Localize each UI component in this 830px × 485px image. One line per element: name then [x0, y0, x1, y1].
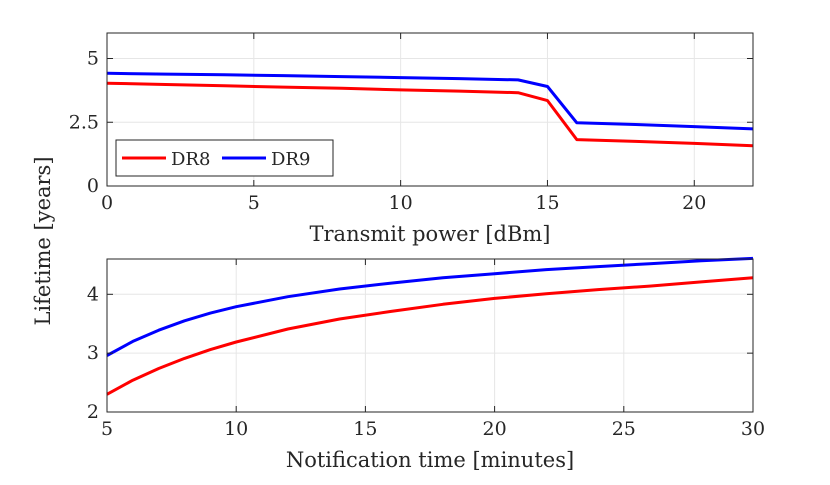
x-tick-label: 10 [389, 192, 413, 214]
shared-y-axis-label: Lifetime [years] [31, 156, 55, 325]
legend-label-dr8: DR8 [171, 149, 210, 170]
series-line-dr9-top [106, 71, 754, 131]
x-tick-label: 5 [248, 192, 260, 214]
plot-area-bottom [107, 259, 753, 412]
y-tick-label: 2 [87, 401, 99, 423]
axes-box-top [106, 32, 754, 187]
axes-box-bottom [106, 258, 754, 413]
x-tick-label: 0 [101, 192, 113, 214]
x-axis-label-bottom: Notification time [minutes] [286, 448, 574, 472]
x-tick-label: 30 [741, 418, 765, 440]
x-tick-label: 25 [612, 418, 636, 440]
x-tick-label: 20 [682, 192, 706, 214]
y-tick-label: 4 [87, 283, 99, 305]
y-tick-label: 5 [87, 48, 99, 70]
x-tick-label: 20 [483, 418, 507, 440]
series-line-dr8-top [106, 81, 754, 148]
x-tick-label: 15 [535, 192, 559, 214]
y-tick-label: 3 [87, 342, 99, 364]
x-tick-label: 15 [353, 418, 377, 440]
y-tick-label: 0 [87, 175, 99, 197]
panel-top: 0 5 10 15 20 0 2.5 5 Transmit power [dBm] DR8 DR9 [69, 32, 754, 246]
series-line-dr9-bottom [106, 256, 754, 357]
legend-label-dr9: DR9 [271, 149, 310, 170]
x-tick-label: 5 [101, 418, 113, 440]
x-axis-label-top: Transmit power [dBm] [310, 222, 551, 246]
legend: DR8 DR9 [115, 139, 334, 177]
series-line-dr8-bottom [106, 276, 754, 396]
y-tick-label: 2.5 [69, 111, 99, 133]
panel-bottom: 5 10 15 20 25 30 2 3 4 Notification time [minutes… [87, 256, 765, 472]
x-tick-label: 10 [224, 418, 248, 440]
